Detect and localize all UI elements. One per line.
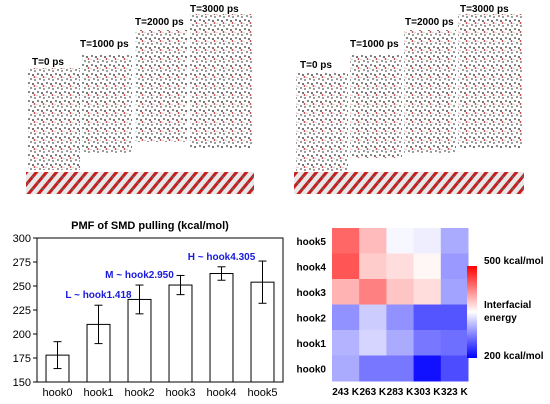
right-snapshot-panel: T=0 ps T=1000 ps T=2000 ps T=3000 ps [294,4,524,194]
x-tick-label: hook5 [248,387,278,399]
left-snapshot-column-1 [82,54,132,154]
bar-chart-title: PMF of SMD pulling (kcal/mol) [71,220,229,232]
right-snapshot-column-3 [458,14,522,148]
heatmap-cell-hook4-303K [413,253,442,280]
left-snapshot-column-2 [135,30,187,142]
x-tick-label: hook1 [84,387,114,399]
left-snapshot-column-0 [28,68,80,170]
colorbar [467,266,477,358]
heatmap-row-label: hook0 [297,364,327,375]
annotation-hook2: M ~ hook2.950 [105,270,174,281]
right-label-t0: T=0 ps [300,60,332,71]
heatmap-row-labels: hook5 hook4 hook3 hook2 hook1 hook0 [297,237,327,376]
heatmap-row-label: hook2 [297,313,327,324]
colorbar-title-line1: Interfacial [484,300,531,311]
y-tick-label: 250 [13,281,31,293]
colorbar-min-label: 200 kcal/mol [484,351,544,362]
x-tick-label: hook3 [166,387,196,399]
right-label-t2000: T=2000 ps [405,17,454,28]
left-snapshot-panel: T=0 ps T=1000 ps T=2000 ps T=3000 ps [26,4,254,194]
heatmap-chart: hook5 hook4 hook3 hook2 hook1 hook0 243 K 263 … [297,228,544,398]
annotation-hook4: H ~ hook4.305 [188,252,256,263]
right-label-t3000: T=3000 ps [460,4,509,15]
y-tick-label: 275 [13,257,31,269]
left-label-t2000: T=2000 ps [135,17,184,28]
colorbar-max-label: 500 kcal/mol [484,256,544,267]
heatmap-cell-hook3-263K [359,279,387,305]
heatmap-col-label: 283 K [387,387,414,398]
y-tick-label: 200 [13,329,31,341]
left-label-t1000: T=1000 ps [80,39,129,50]
heatmap-col-labels: 243 K 263 K 283 K 303 K 323 K [332,387,468,398]
colorbar-title-line2: energy [484,313,517,324]
heatmap-col-label: 243 K [332,387,359,398]
heatmap-row-label: hook1 [297,339,327,350]
heatmap-cell-hook3-283K [386,279,415,305]
heatmap-cell-hook3-243K [332,279,360,305]
heatmap-cell-hook0-243K [332,355,360,382]
heatmap-cell-hook5-303K [413,228,442,254]
heatmap-cell-hook1-263K [359,330,387,356]
heatmap-cell-hook4-263K [359,253,387,280]
heatmap-cell-hook0-283K [386,355,415,382]
right-substrate-slab [294,172,524,194]
heatmap-cell-hook2-263K [359,304,387,331]
heatmap-cell-hook2-283K [386,304,415,331]
heatmap-cell-hook1-243K [332,330,360,356]
heatmap-cell-hook4-243K [332,253,360,280]
bar-hook3 [168,284,193,383]
heatmap-cell-hook1-303K [413,330,442,356]
heatmap-cell-hook4-283K [386,253,415,280]
bar-hook4 [209,273,234,383]
x-tick-label: hook0 [43,387,73,399]
heatmap-cell-hook2-303K [413,304,442,331]
heatmap-cell-hook2-323K [440,304,469,331]
heatmap-cell-hook0-303K [413,355,442,382]
right-snapshot-column-1 [350,54,402,158]
error-bars [53,260,267,370]
heatmap-cell-hook5-283K [386,228,415,254]
heatmap-row-label: hook5 [297,237,327,248]
heatmap-cell-hook3-323K [440,279,469,305]
annotations: L ~ hook1.418 M ~ hook2.950 H ~ hook4.305 [65,252,255,301]
heatmap-cell-hook5-243K [332,228,360,254]
x-tick-label: hook4 [207,387,237,399]
y-tick-label: 225 [13,305,31,317]
bar-chart: PMF of SMD pulling (kcal/mol) 150 175 200 2… [13,220,284,399]
right-snapshot-column-0 [296,72,348,177]
heatmap-cell-hook1-323K [440,330,469,356]
y-tick-label: 175 [13,353,31,365]
heatmap-cell-hook4-323K [440,253,469,280]
x-axis-labels: hook0 hook1 hook2 hook3 hook4 hook5 [43,387,278,399]
heatmap-cell-hook2-243K [332,304,360,331]
heatmap-row-label: hook3 [297,288,327,299]
left-substrate-slab [26,172,254,194]
heatmap-cell-hook3-303K [413,279,442,305]
y-tick-label: 300 [13,233,31,245]
heatmap-cell-hook1-283K [386,330,415,356]
left-snapshot-column-3 [190,14,252,148]
heatmap-row-label: hook4 [297,262,327,273]
heatmap-col-label: 263 K [359,387,386,398]
left-label-t3000: T=3000 ps [190,4,239,15]
heatmap-cells [332,228,469,382]
heatmap-cell-hook0-323K [440,355,469,382]
x-tick-label: hook2 [125,387,155,399]
heatmap-col-label: 303 K [414,387,441,398]
heatmap-cell-hook5-323K [440,228,469,254]
right-snapshot-column-2 [404,30,456,154]
heatmap-cell-hook0-263K [359,355,387,382]
y-axis-ticks: 150 175 200 225 250 275 300 [13,233,37,389]
annotation-hook1: L ~ hook1.418 [65,290,132,301]
left-label-t0: T=0 ps [32,57,64,68]
right-label-t1000: T=1000 ps [350,39,399,50]
heatmap-col-label: 323 K [441,387,468,398]
y-tick-label: 150 [13,377,31,389]
heatmap-cell-hook5-263K [359,228,387,254]
